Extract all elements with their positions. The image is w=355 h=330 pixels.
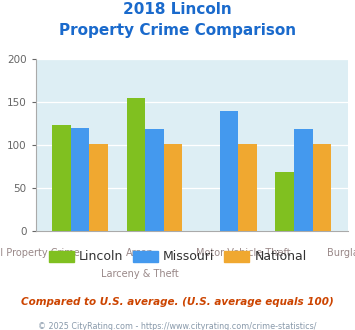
Bar	[52, 125, 71, 231]
Text: Property Crime Comparison: Property Crime Comparison	[59, 23, 296, 38]
Bar	[312, 144, 331, 231]
Bar	[145, 129, 164, 231]
Text: Arson: Arson	[126, 248, 154, 258]
Text: Compared to U.S. average. (U.S. average equals 100): Compared to U.S. average. (U.S. average …	[21, 297, 334, 307]
Bar	[220, 111, 238, 231]
Text: Motor Vehicle Theft: Motor Vehicle Theft	[196, 248, 291, 258]
Text: 2018 Lincoln: 2018 Lincoln	[123, 2, 232, 16]
Legend: Lincoln, Missouri, National: Lincoln, Missouri, National	[46, 248, 309, 266]
Bar	[164, 144, 182, 231]
Bar	[238, 144, 257, 231]
Text: Larceny & Theft: Larceny & Theft	[101, 269, 179, 279]
Text: © 2025 CityRating.com - https://www.cityrating.com/crime-statistics/: © 2025 CityRating.com - https://www.city…	[38, 322, 317, 330]
Bar	[89, 144, 108, 231]
Bar	[127, 98, 145, 231]
Text: All Property Crime: All Property Crime	[0, 248, 80, 258]
Text: Burglary: Burglary	[327, 248, 355, 258]
Bar	[294, 129, 312, 231]
Bar	[275, 172, 294, 231]
Bar	[71, 128, 89, 231]
